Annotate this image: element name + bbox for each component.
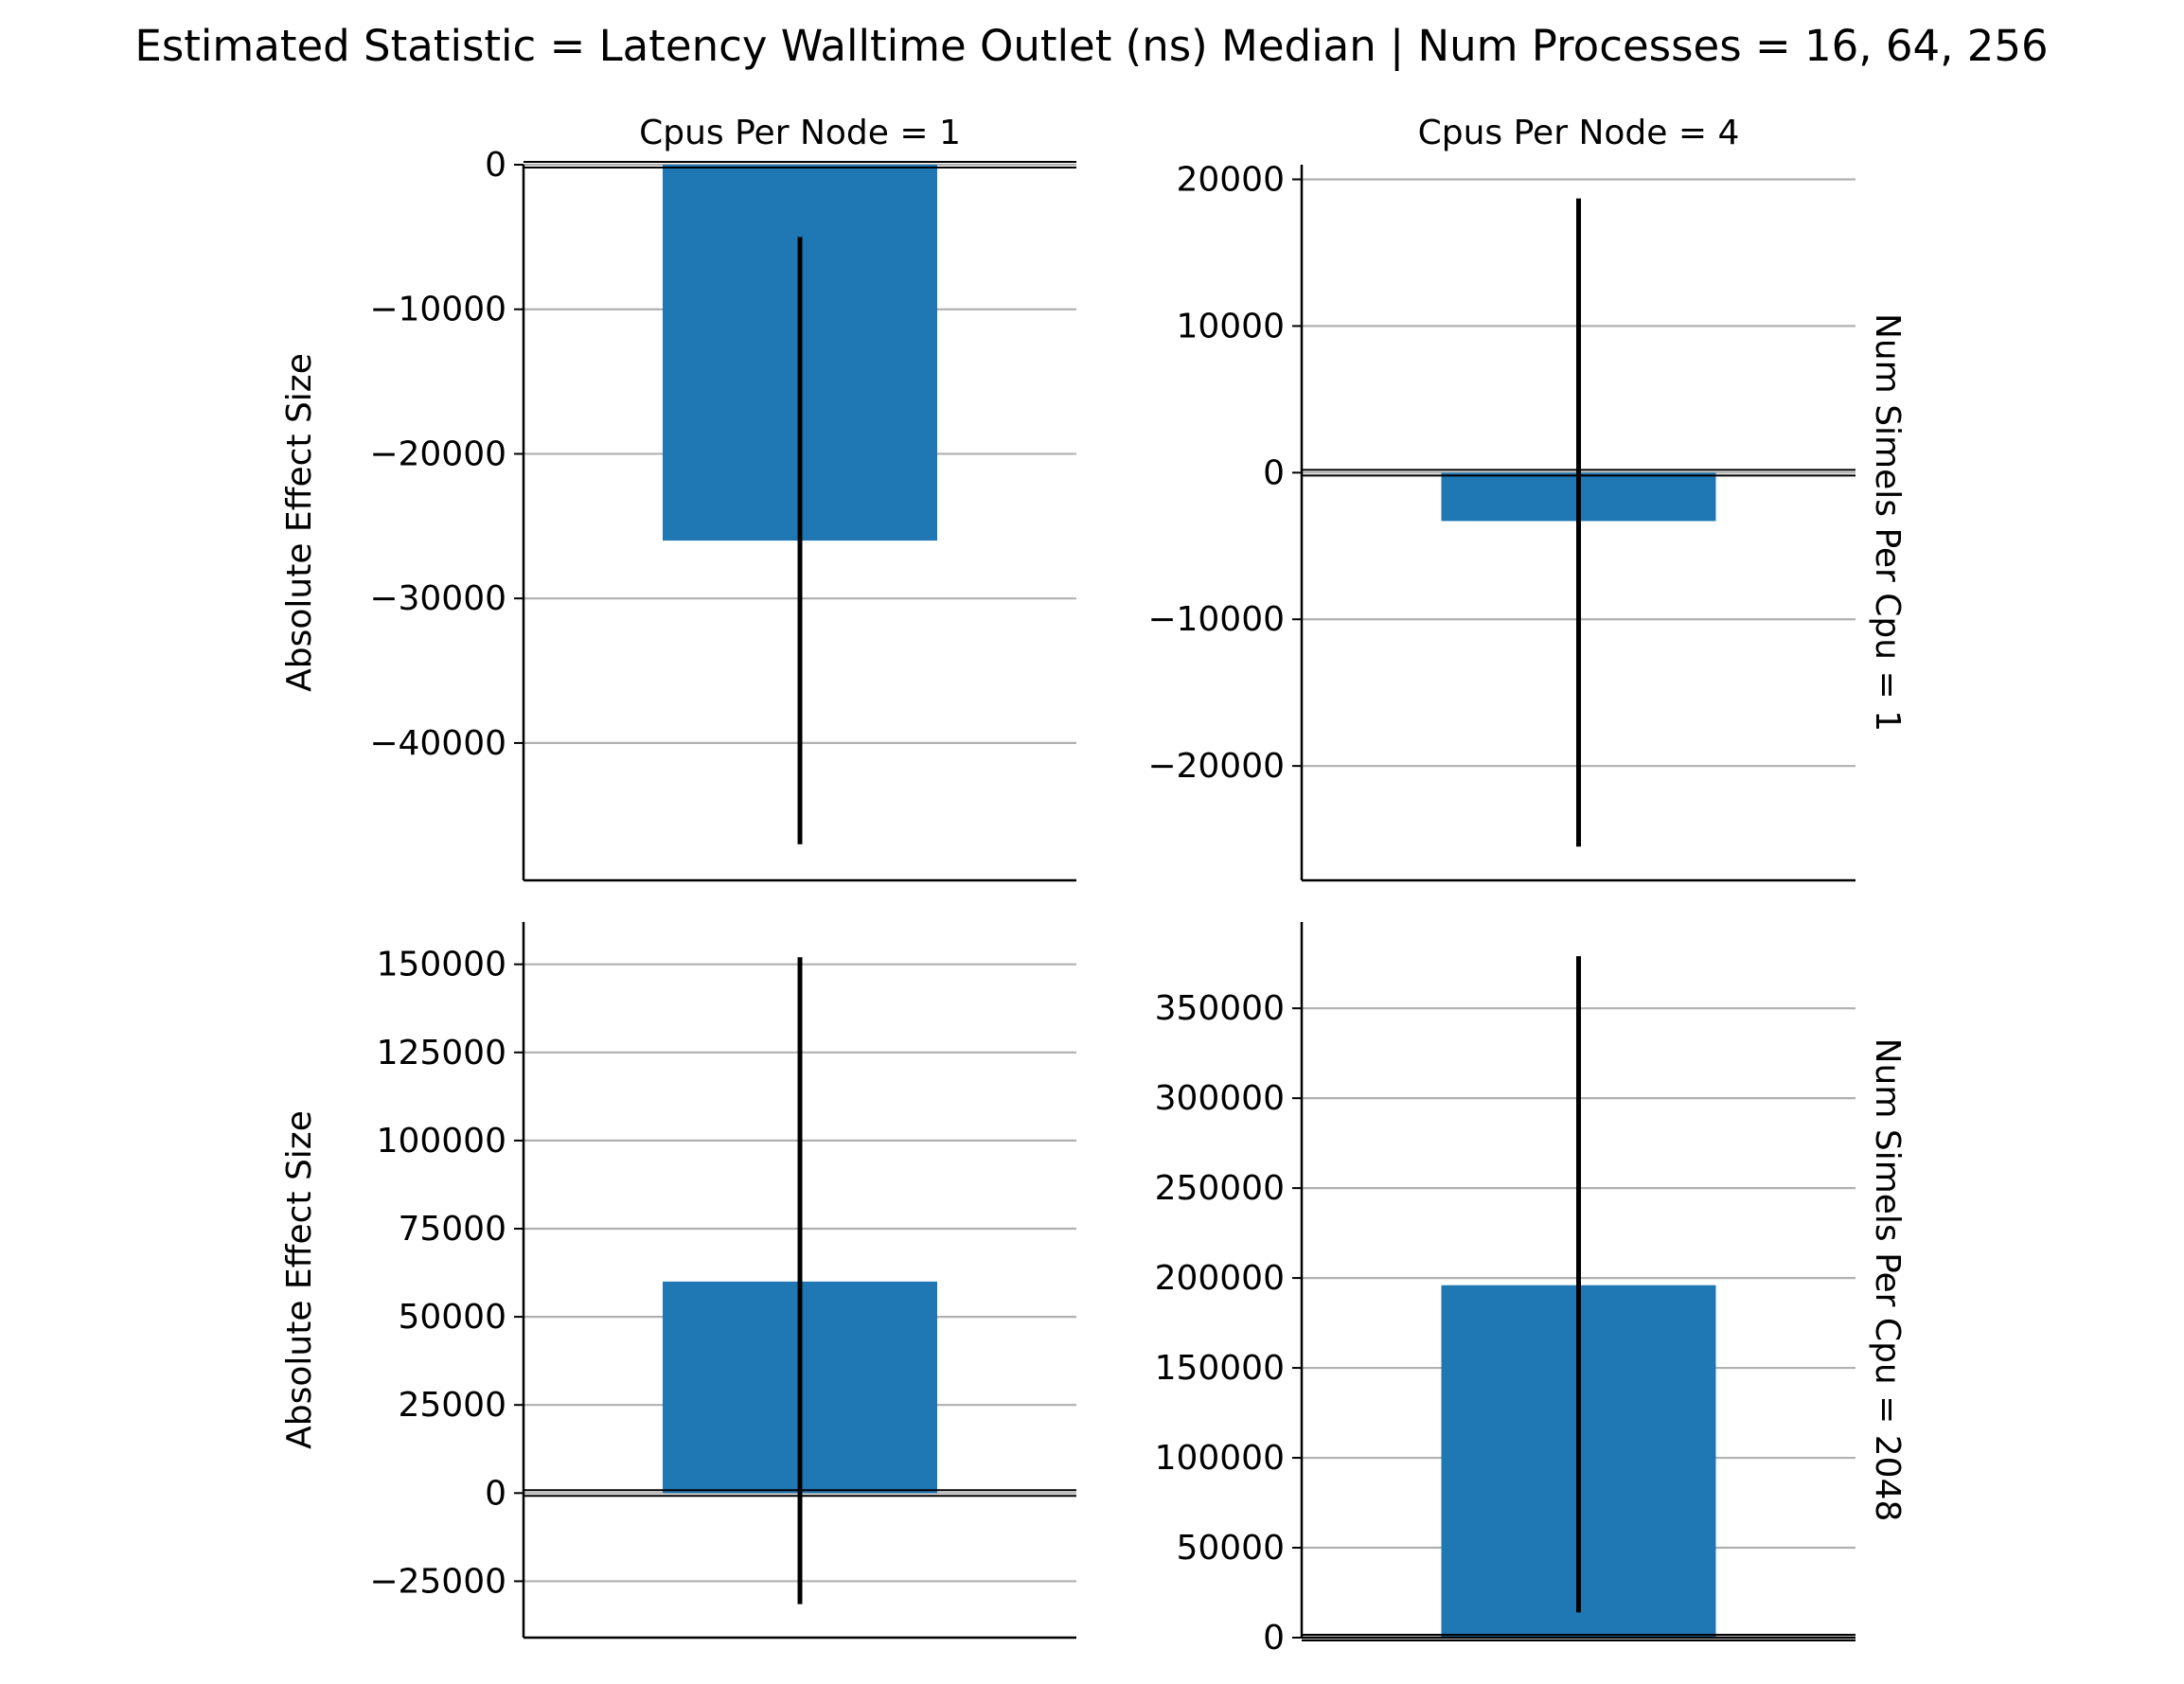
column-title: Cpus Per Node = 1 [639, 114, 961, 152]
y-tick-label: 0 [485, 1474, 506, 1513]
y-tick-label: 300000 [1155, 1079, 1285, 1118]
y-tick-label: 10000 [1176, 307, 1285, 346]
row-title: Num Simels Per Cpu = 1 [1868, 313, 1907, 732]
y-tick-label: −10000 [1147, 600, 1285, 639]
y-axis-label: Absolute Effect Size [280, 353, 319, 692]
facet-grid: 0 −10000 −20000 −30000 −40000 Cpus Per Node =… [280, 114, 1907, 1657]
y-tick-label: −20000 [1147, 747, 1285, 786]
y-tick-label: 0 [1263, 1619, 1285, 1657]
y-tick-label: 50000 [1176, 1529, 1285, 1568]
y-tick-label: −30000 [369, 579, 506, 618]
y-tick-label: 25000 [398, 1386, 506, 1425]
y-tick-label: 350000 [1155, 989, 1285, 1028]
y-tick-label: 0 [485, 146, 506, 185]
y-axis-label: Absolute Effect Size [280, 1110, 319, 1449]
facet-panel: 150000 125000 100000 75000 50000 25000 0 −25000… [280, 922, 1076, 1640]
y-tick-label: −40000 [369, 724, 506, 763]
y-tick-label: 150000 [377, 946, 506, 984]
y-tick-label: −10000 [369, 291, 506, 329]
facet-panel: 0 −10000 −20000 −30000 −40000 Cpus Per Node =… [280, 114, 1076, 882]
y-tick-label: −20000 [369, 434, 506, 473]
y-tick-label: 200000 [1155, 1259, 1285, 1298]
y-tick-label: 125000 [377, 1034, 506, 1072]
y-tick-label: 150000 [1155, 1349, 1285, 1388]
row-title: Num Simels Per Cpu = 2048 [1868, 1038, 1907, 1522]
y-tick-label: 20000 [1176, 160, 1285, 199]
y-tick-label: 100000 [377, 1122, 506, 1161]
y-tick-label: −25000 [369, 1562, 506, 1601]
facet-panel: 350000 300000 250000 200000 150000 100000 5000… [1155, 922, 1907, 1657]
y-tick-label: 75000 [398, 1210, 506, 1249]
figure-suptitle: Estimated Statistic = Latency Walltime O… [134, 21, 2048, 71]
y-tick-label: 100000 [1155, 1439, 1285, 1478]
y-tick-label: 50000 [398, 1298, 506, 1337]
y-tick-label: 0 [1263, 453, 1285, 492]
column-title: Cpus Per Node = 4 [1418, 114, 1740, 152]
facet-panel: 20000 10000 0 −10000 −20000 Cpus Per Node = 4… [1147, 114, 1907, 882]
y-tick-label: 250000 [1155, 1169, 1285, 1208]
